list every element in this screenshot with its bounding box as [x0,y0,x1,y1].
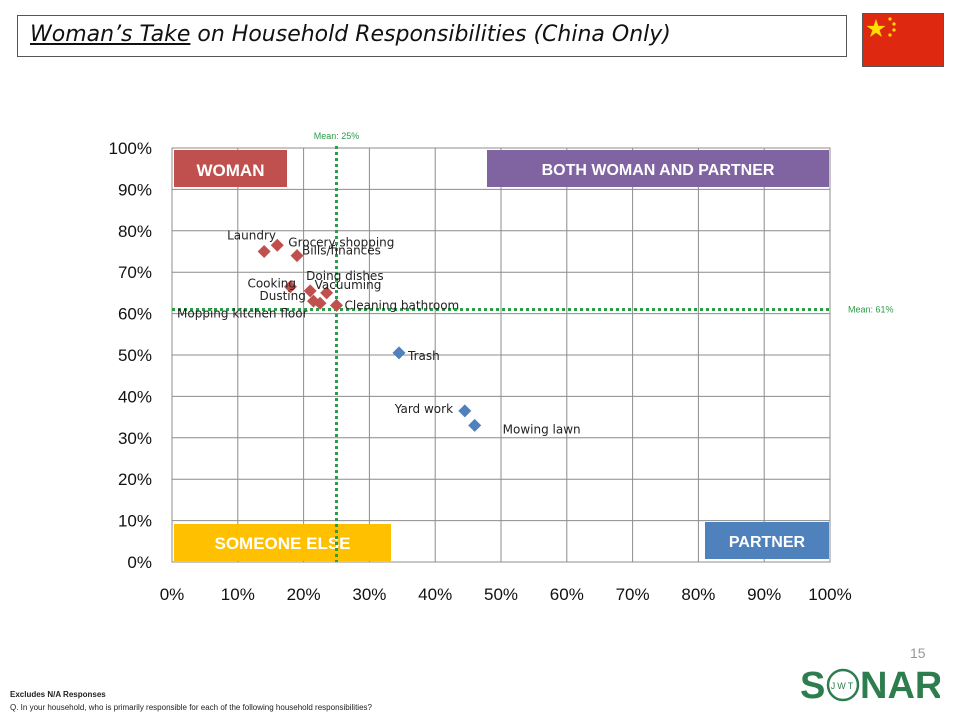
data-point-marker [458,404,472,418]
y-tick-label: 70% [118,263,152,282]
logo-ring-text: JWT [831,681,856,691]
data-point-label: Mopping kitchen floor [177,306,308,320]
logo-text-left: S [800,665,825,707]
quadrant-partner-label: PARTNER [729,534,806,551]
data-point-marker [330,298,343,312]
data-point-label: Bills/finances [302,244,381,258]
quadrant-woman-label: WOMAN [197,161,265,180]
data-point-label: Grocery shopping [288,235,394,249]
sonar-jwt-logo: S JWT NAR [800,665,940,707]
y-tick-label: 0% [127,553,152,572]
data-point-marker [468,418,482,432]
y-tick-label: 20% [118,470,152,489]
y-tick-label: 100% [109,139,152,158]
data-point-label: Vacuuming [315,278,382,292]
data-point-marker [303,284,317,298]
page-title: Woman’s Take on Household Responsibiliti… [30,22,671,47]
title-rest: on Household Responsibilities (China Onl… [190,22,671,47]
x-tick-label: 80% [681,585,715,604]
x-tick-label: 40% [418,585,452,604]
x-tick-label: 10% [221,585,255,604]
mean-x-label: Mean: 25% [314,131,360,141]
data-point-label: Mowing lawn [503,422,581,436]
quadrant-partner-box [705,522,829,559]
data-point-marker [283,280,297,294]
data-point-label: Yard work [394,402,453,416]
x-tick-label: 20% [287,585,321,604]
data-point-label: Cooking [247,277,296,291]
data-point-label: Laundry [227,229,276,243]
y-tick-label: 30% [118,429,152,448]
data-point-label: Cleaning bathroom [345,298,460,312]
data-point-marker [320,286,334,300]
quadrant-someone-else-label: SOMEONE ELSE [214,534,350,553]
title-underlined: Woman’s Take [30,22,191,47]
data-point-label: Dusting [259,289,305,303]
china-flag-icon [862,13,944,67]
x-tick-label: 0% [160,585,185,604]
x-tick-label: 50% [484,585,518,604]
data-point-marker [392,346,406,360]
x-tick-label: 90% [747,585,781,604]
data-point-marker [313,296,327,310]
data-point-marker [257,245,271,258]
x-tick-label: 100% [808,585,851,604]
mean-y-label: Mean: 61% [848,304,894,314]
footnote-question: Q. In your household, who is primarily r… [10,703,372,712]
data-point-marker [270,238,284,252]
y-tick-label: 40% [118,387,152,406]
quadrant-both-box [487,150,829,187]
x-tick-label: 30% [352,585,386,604]
x-tick-label: 60% [550,585,584,604]
logo-text-right: NAR [860,665,940,707]
x-tick-label: 70% [616,585,650,604]
footnote-exclusion: Excludes N/A Responses [10,690,106,699]
data-point-marker [290,249,304,263]
quadrant-someone-else-box [174,524,391,561]
y-tick-label: 50% [118,346,152,365]
y-tick-label: 90% [118,180,152,199]
page-number: 15 [910,645,926,661]
quadrant-both-label: BOTH WOMAN AND PARTNER [542,162,775,179]
data-point-label: Trash [407,349,440,363]
y-tick-label: 10% [118,512,152,531]
y-tick-label: 60% [118,305,152,324]
title-box: Woman’s Take on Household Responsibiliti… [17,15,847,57]
quadrant-woman-box [174,150,287,187]
data-point-label: Doing dishes [306,269,383,283]
y-tick-label: 80% [118,222,152,241]
